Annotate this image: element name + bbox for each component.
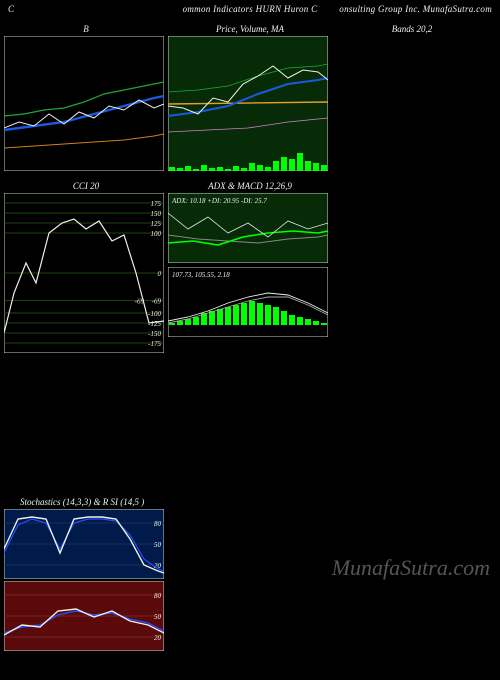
panel-stoch-chart: 805020 [4, 509, 164, 579]
row3: 80 50 20 80 50 20 [0, 509, 500, 651]
svg-text:-69: -69 [152, 298, 162, 306]
svg-text:-175: -175 [148, 340, 161, 348]
header-left: C [8, 4, 14, 14]
section2-title: Stochastics (14,3,3) & R SI (14,5 ) [0, 493, 500, 509]
svg-text:-100: -100 [148, 310, 161, 318]
panel-rsi-chart: 80 50 20 [4, 581, 164, 651]
svg-text:125: 125 [151, 220, 162, 228]
header-right: onsulting Group Inc. MunafaSutra.com [339, 4, 492, 14]
page-header: C ommon Indicators HURN Huron C onsultin… [0, 0, 500, 20]
svg-text:-150: -150 [148, 330, 161, 338]
svg-text:150: 150 [151, 210, 162, 218]
row1: B Price, Volume, MA Bands 20,2 [0, 22, 500, 171]
svg-text:-69: -69 [135, 298, 145, 306]
panel-cci-chart: 1751501251000-69-100-125-150-175-69 [4, 193, 164, 353]
panel-adxmacd-title: ADX & MACD 12,26,9 [168, 179, 332, 193]
panel-bands-title: Bands 20,2 [332, 22, 492, 36]
svg-text:ADX: 10.18 +DI: 20.95 -DI: 25: ADX: 10.18 +DI: 20.95 -DI: 25.7 [171, 197, 267, 205]
panel-b-title: B [4, 22, 168, 36]
panel-adx-chart: ADX: 10.18 +DI: 20.95 -DI: 25.7 [168, 193, 328, 263]
svg-text:80: 80 [154, 592, 162, 600]
svg-text:50: 50 [154, 613, 162, 621]
svg-text:80: 80 [154, 520, 162, 528]
panel-price-chart [168, 36, 328, 171]
svg-text:20: 20 [154, 634, 162, 642]
panel-b-chart [4, 36, 164, 171]
panel-cci-title: CCI 20 [4, 179, 168, 193]
panel-price-title: Price, Volume, MA [168, 22, 332, 36]
svg-text:107.73, 105.55, 2.18: 107.73, 105.55, 2.18 [172, 271, 230, 279]
svg-text:100: 100 [151, 230, 162, 238]
panel-macd-chart: 107.73, 105.55, 2.18 [168, 267, 328, 337]
svg-text:50: 50 [154, 541, 162, 549]
header-mid: ommon Indicators HURN Huron C [183, 4, 318, 14]
svg-text:0: 0 [158, 270, 162, 278]
row2: CCI 20 1751501251000-69-100-125-150-175-… [0, 179, 500, 353]
svg-text:175: 175 [151, 200, 162, 208]
